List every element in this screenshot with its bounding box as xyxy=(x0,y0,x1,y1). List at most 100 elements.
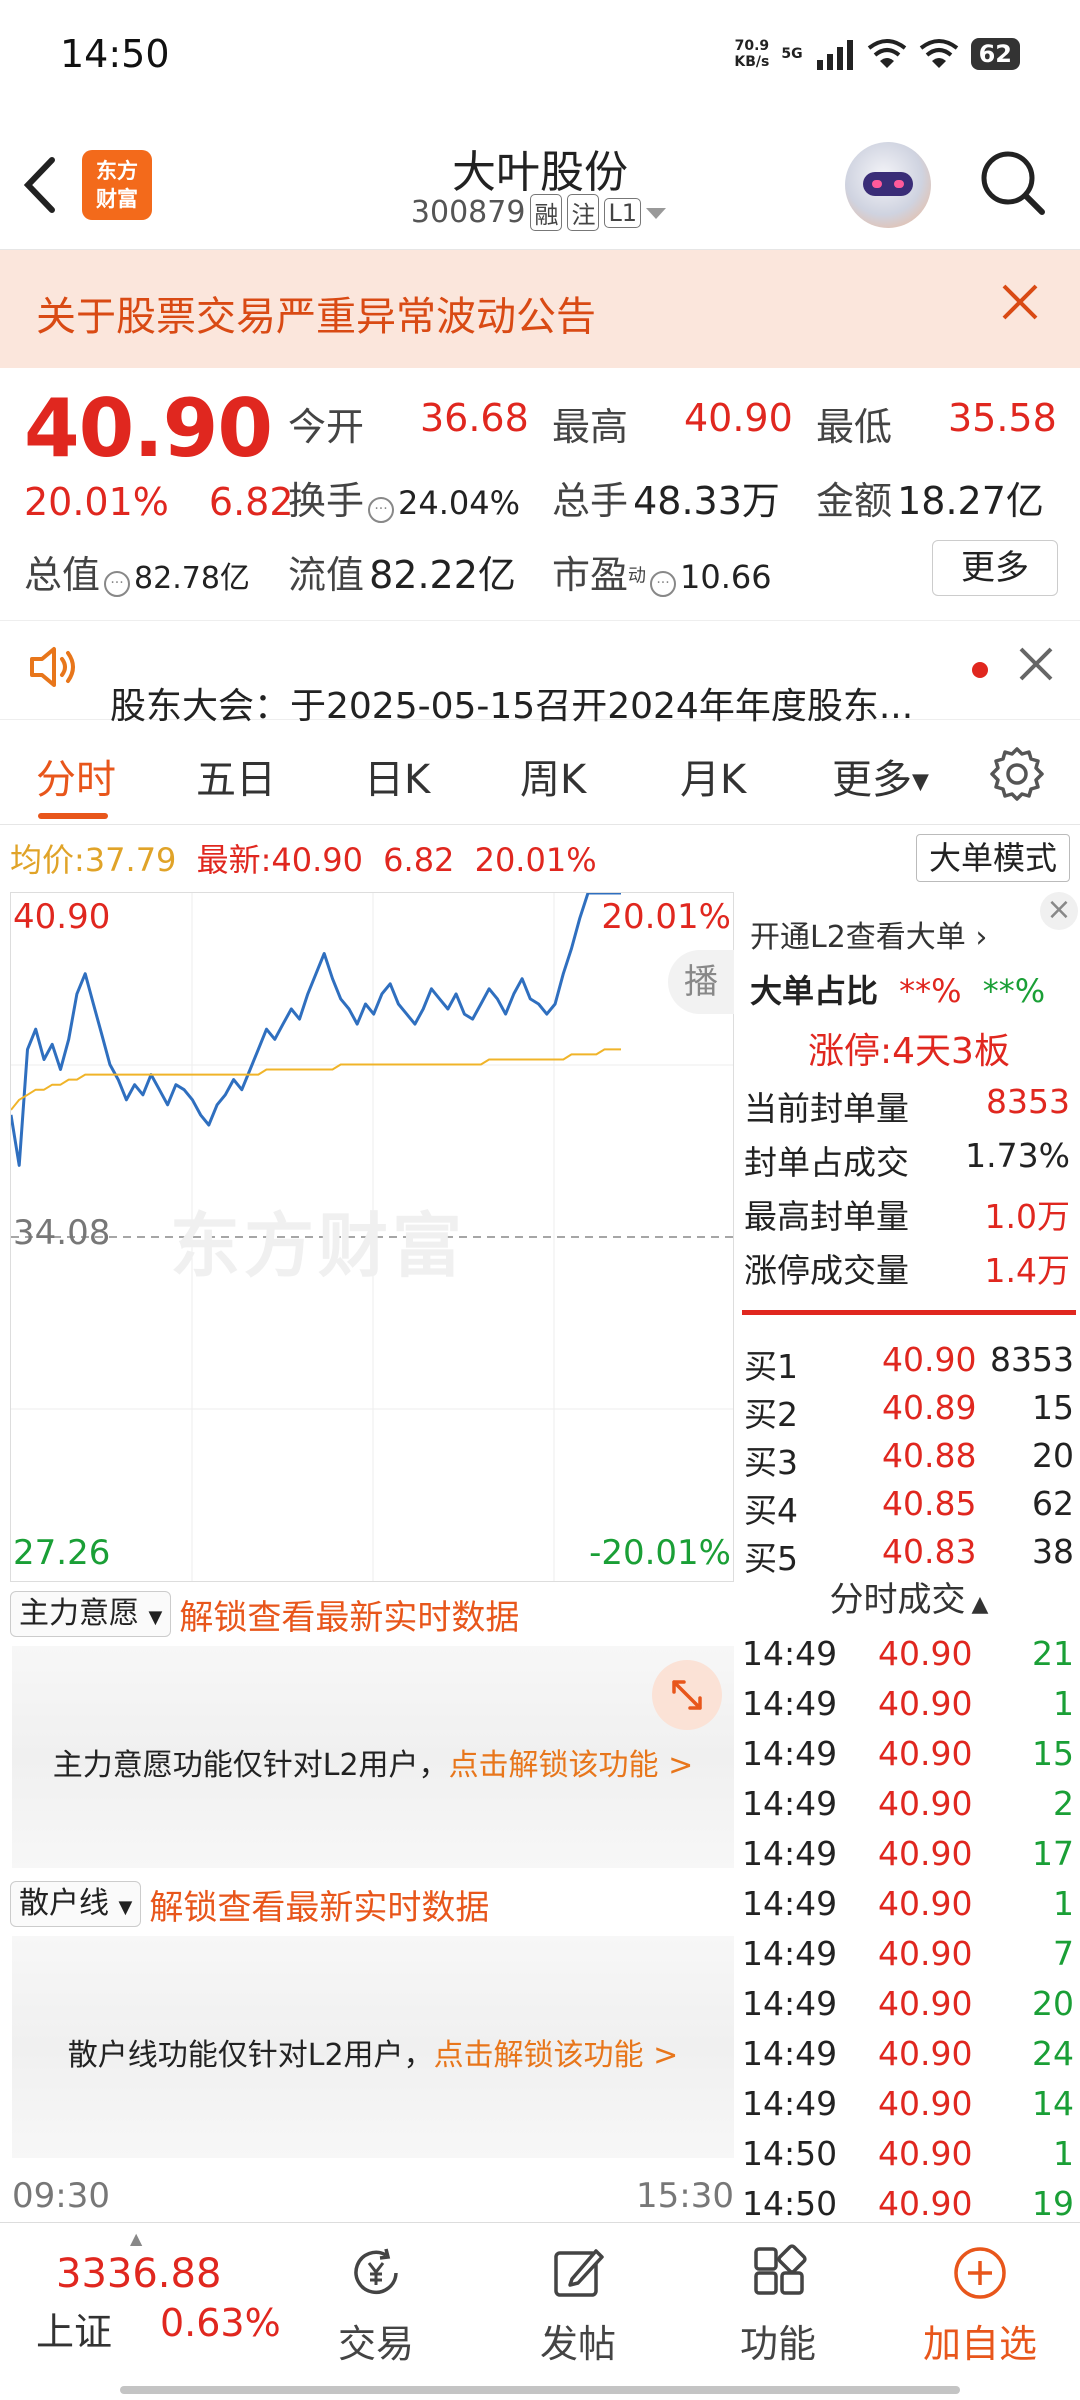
latest-pct: 20.01% xyxy=(474,841,597,879)
limit-stat-row: 最高封单量 1.0万 xyxy=(744,1190,1070,1238)
trade-price: 40.90 xyxy=(878,1834,973,1873)
limit-stat-value: 1.0万 xyxy=(984,1197,1070,1236)
limit-stat-value: 1.73% xyxy=(965,1136,1070,1175)
nav-function[interactable]: 功能 xyxy=(708,2243,848,2368)
retail-unlock-button[interactable]: 点击解锁该功能 > xyxy=(433,2038,679,2073)
index-name[interactable]: 上证 xyxy=(36,2310,113,2354)
stock-code-row[interactable]: 300879 融 注 L1 xyxy=(0,194,1080,231)
add-circle-icon xyxy=(954,2247,1006,2299)
trade-time: 14:49 xyxy=(742,1634,838,1673)
nav-trade[interactable]: 交易 xyxy=(306,2243,446,2368)
big-order-mode-button[interactable]: 大单模式 xyxy=(916,834,1070,882)
wifi-icon-2 xyxy=(919,39,958,68)
trade-price: 40.90 xyxy=(878,1684,973,1723)
amount-field: 金额 18.27亿 xyxy=(816,479,1044,523)
mktcap-value: 82.78亿 xyxy=(134,561,250,596)
nav-add-watchlist[interactable]: 加自选 xyxy=(910,2243,1050,2368)
close-icon xyxy=(1002,284,1038,320)
announcement-text[interactable]: 股东大会：于2025-05-15召开2024年年度股东... xyxy=(110,686,914,727)
pct-bottom-label: -20.01% xyxy=(589,1533,731,1573)
order-book-label: 买3 xyxy=(744,1443,798,1482)
notice-close-button[interactable] xyxy=(998,280,1042,333)
latest-label: 最新: xyxy=(196,841,272,879)
trade-vol: 15 xyxy=(1032,1734,1074,1773)
open-field: 今开 xyxy=(288,405,365,449)
tab-monthly-k[interactable]: 月K xyxy=(680,757,747,803)
tag-registration: 注 xyxy=(567,194,600,231)
unread-dot xyxy=(972,662,988,678)
trade-price: 40.90 xyxy=(878,1934,973,1973)
trades-header[interactable]: 分时成交 ▲ xyxy=(829,1580,989,1620)
price-line xyxy=(11,893,621,1167)
limit-stat-value: 8353 xyxy=(986,1082,1070,1121)
latest-change: 6.82 xyxy=(383,841,455,879)
volume-field: 总手 48.33万 xyxy=(552,479,780,523)
price-change: 20.01% 6.82 xyxy=(24,480,294,524)
bottom-bar: ▲ 3336.88 上证 0.63% 交易 发帖 功能 加自选 xyxy=(0,2222,1080,2400)
pe-field[interactable]: 市盈动 ··· 10.66 xyxy=(552,553,772,597)
intraday-chart[interactable]: 40.90 20.01% 34.08 27.26 -20.01% xyxy=(10,892,734,1582)
side-panel-close-button[interactable]: × xyxy=(1040,892,1078,930)
open-l2-link[interactable]: 开通L2查看大单 › xyxy=(750,920,988,955)
tab-intraday[interactable]: 分时 xyxy=(36,757,116,803)
chart-settings-button[interactable] xyxy=(988,745,1046,803)
info-icon: ··· xyxy=(368,496,395,523)
x-start-label: 09:30 xyxy=(12,2176,110,2216)
trade-price: 40.90 xyxy=(878,1634,973,1673)
mktcap-field[interactable]: 总值 ··· 82.78亿 xyxy=(24,553,250,597)
more-quote-button[interactable]: 更多 xyxy=(932,540,1058,596)
limit-stat-label: 封单占成交 xyxy=(744,1143,909,1182)
caret-down-icon xyxy=(646,207,667,219)
announcement-bar[interactable]: 股东大会：于2025-05-15召开2024年年度股东... xyxy=(0,620,1080,727)
stock-name: 大叶股份 xyxy=(452,147,628,198)
retail-unlock-link[interactable]: 解锁查看最新实时数据 xyxy=(149,1887,490,1928)
trade-time: 14:49 xyxy=(742,1934,838,1973)
signal-icon xyxy=(816,40,853,70)
y-mid-label: 34.08 xyxy=(13,1213,111,1253)
y-bottom-label: 27.26 xyxy=(13,1533,111,1573)
tab-weekly-k[interactable]: 周K xyxy=(520,757,587,803)
robot-assistant-icon[interactable] xyxy=(845,142,931,228)
trade-time: 14:50 xyxy=(742,2134,838,2173)
trade-time: 14:49 xyxy=(742,1884,838,1923)
low-value: 35.58 xyxy=(948,396,1057,440)
turnover-field[interactable]: 换手 ··· 24.04% xyxy=(288,479,521,523)
turnover-value: 24.04% xyxy=(398,484,521,522)
caret-up-icon: ▲ xyxy=(971,1592,989,1617)
trade-price: 40.90 xyxy=(878,1784,973,1823)
trade-vol: 21 xyxy=(1032,1634,1074,1673)
announcement-close-button[interactable] xyxy=(1016,644,1056,692)
notice-text[interactable]: 关于股票交易严重异常波动公告 xyxy=(36,294,596,340)
chart-tabs: 分时 五日 日K 周K 月K 更多▼ xyxy=(0,725,1080,825)
chart-series-layer xyxy=(11,893,621,1167)
trade-vol: 17 xyxy=(1032,1834,1074,1873)
trade-vol: 1 xyxy=(1053,1684,1074,1723)
search-button[interactable] xyxy=(978,148,1048,218)
retail-select[interactable]: 散户线 ▼ xyxy=(10,1881,142,1927)
high-value: 40.90 xyxy=(684,396,793,440)
index-value[interactable]: 3336.88 xyxy=(56,2251,222,2297)
expand-button[interactable] xyxy=(652,1660,722,1730)
main-force-select[interactable]: 主力意愿 ▼ xyxy=(10,1591,172,1637)
broadcast-button[interactable]: 播 xyxy=(668,950,734,1014)
stock-code: 300879 xyxy=(410,195,526,230)
trade-time: 14:49 xyxy=(742,1834,838,1873)
wifi-icon xyxy=(867,39,906,68)
index-change[interactable]: 0.63% xyxy=(160,2301,281,2345)
notice-banner[interactable]: 关于股票交易严重异常波动公告 xyxy=(0,250,1080,368)
gear-icon xyxy=(990,747,1044,801)
speaker-icon xyxy=(28,645,82,689)
app-logo[interactable]: 东方 财富 xyxy=(82,150,152,220)
tab-five-day[interactable]: 五日 xyxy=(196,757,276,803)
intraday-chart-svg xyxy=(11,893,733,1581)
tab-daily-k[interactable]: 日K xyxy=(364,757,431,803)
main-force-unlock-button[interactable]: 点击解锁该功能 > xyxy=(448,1748,694,1783)
tab-more[interactable]: 更多▼ xyxy=(832,757,929,803)
order-book-label: 买2 xyxy=(744,1395,798,1434)
trade-vol: 7 xyxy=(1053,1934,1074,1973)
main-force-unlock-link[interactable]: 解锁查看最新实时数据 xyxy=(179,1597,520,1638)
nav-post[interactable]: 发帖 xyxy=(508,2243,648,2368)
order-book-price: 40.90 xyxy=(882,1340,977,1379)
limit-up-status: 涨停:4天3板 xyxy=(808,1031,1010,1072)
back-button[interactable] xyxy=(20,150,70,230)
